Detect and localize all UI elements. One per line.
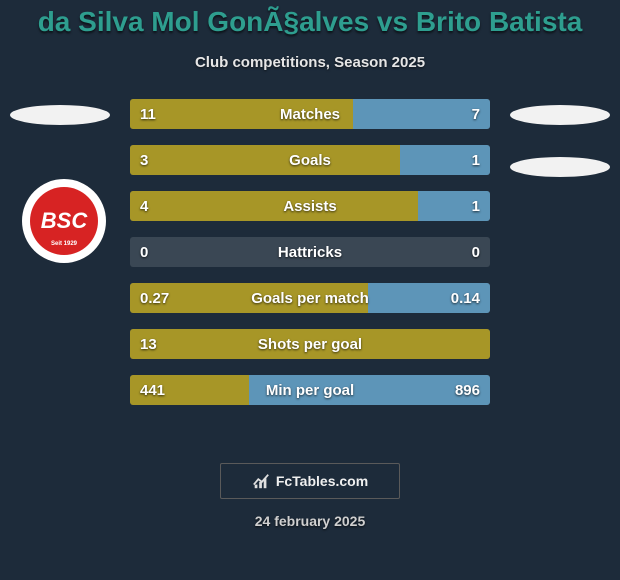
- stat-value-right: 0: [472, 237, 480, 267]
- stat-value-left: 4: [140, 191, 148, 221]
- player-left-avatar: [10, 105, 110, 125]
- stat-label: Shots per goal: [130, 329, 490, 359]
- stat-value-right: 0.14: [451, 283, 480, 313]
- stat-row: Assists4 1: [130, 191, 490, 221]
- stat-row: Matches11 7: [130, 99, 490, 129]
- comparison-infographic: da Silva Mol GonÃ§alves vs Brito Batista…: [0, 0, 620, 580]
- stat-bars: Matches117Goals31Assists41Hattricks00Goa…: [130, 99, 490, 421]
- club-badge-text: BSC: [41, 208, 87, 234]
- club-badge: BSC Seit 1929: [22, 179, 106, 263]
- stat-row: Goals per match0.27 0.14: [130, 283, 490, 313]
- stat-label: Assists: [130, 191, 490, 221]
- stat-row: Goals3 1: [130, 145, 490, 175]
- stat-label: Goals: [130, 145, 490, 175]
- stat-value-left: 0.27: [140, 283, 169, 313]
- stat-label: Min per goal: [130, 375, 490, 405]
- subtitle: Club competitions, Season 2025: [0, 54, 620, 71]
- stat-value-left: 3: [140, 145, 148, 175]
- club-badge-inner: BSC Seit 1929: [30, 187, 98, 255]
- stat-value-right: 1: [472, 191, 480, 221]
- stat-value-right: 1: [472, 145, 480, 175]
- chart-icon: [252, 472, 270, 490]
- date-line: 24 february 2025: [0, 513, 620, 529]
- stat-value-right: 7: [472, 99, 480, 129]
- stat-value-right: 896: [455, 375, 480, 405]
- stat-value-left: 0: [140, 237, 148, 267]
- stat-label: Hattricks: [130, 237, 490, 267]
- stat-value-left: 13: [140, 329, 157, 359]
- player-right-avatar: [510, 105, 610, 125]
- brand-box[interactable]: FcTables.com: [220, 463, 400, 499]
- stat-value-left: 11: [140, 99, 156, 129]
- stat-row: Min per goal441 896: [130, 375, 490, 405]
- footer-pad: [0, 529, 620, 569]
- stat-row: Hattricks0 0: [130, 237, 490, 267]
- stat-row: Shots per goal13: [130, 329, 490, 359]
- brand-text: FcTables.com: [276, 473, 368, 489]
- player-right-avatar-2: [510, 157, 610, 177]
- stat-label: Matches: [130, 99, 490, 129]
- page-title: da Silva Mol GonÃ§alves vs Brito Batista: [0, 0, 620, 38]
- stat-value-left: 441: [140, 375, 165, 405]
- stat-label: Goals per match: [130, 283, 490, 313]
- club-badge-sub: Seit 1929: [51, 241, 77, 247]
